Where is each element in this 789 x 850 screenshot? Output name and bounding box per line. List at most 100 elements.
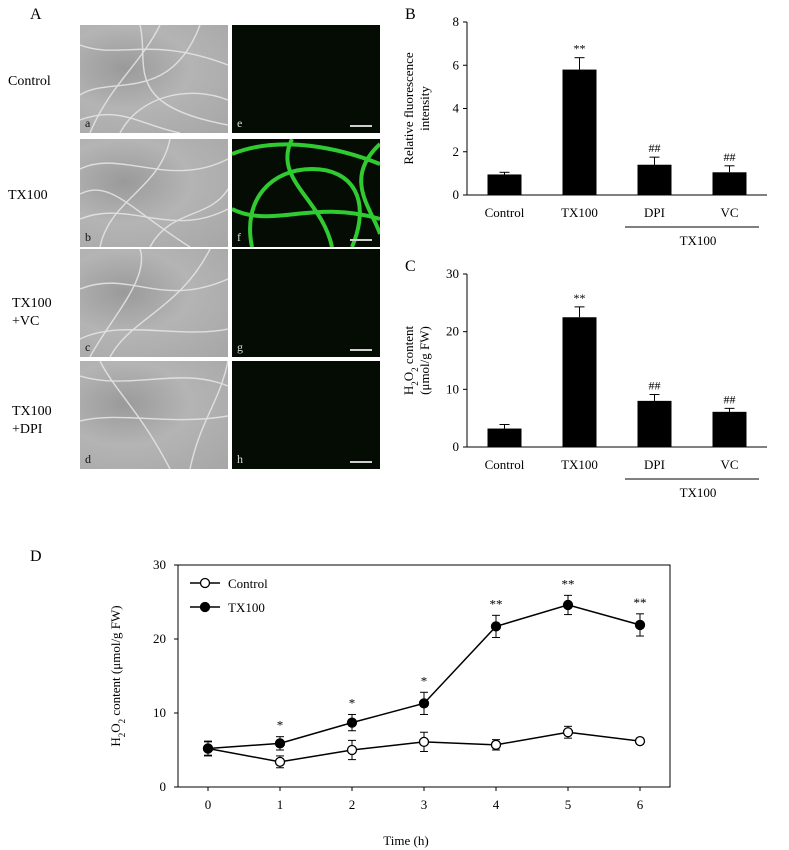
legend-marker <box>199 577 211 589</box>
y-tick-label: 0 <box>453 439 460 454</box>
y-tick-label: 0 <box>160 779 167 794</box>
micrograph-tag-a: a <box>85 116 91 130</box>
micrograph-brightfield-d: d <box>80 361 228 469</box>
y-axis-label: Relative fluorescence <box>401 52 416 164</box>
data-point <box>562 727 574 738</box>
x-tick-label: TX100 <box>561 205 598 220</box>
scale-bar <box>350 239 372 241</box>
micrograph-tag-h: h <box>237 452 243 466</box>
bar <box>562 69 597 195</box>
micrograph-brightfield-b: b <box>80 139 228 247</box>
row-label-tx100-vc: TX100 +VC <box>12 296 52 329</box>
bar <box>637 164 672 195</box>
x-axis-label: Time (h) <box>383 833 428 848</box>
x-tick-label: 4 <box>493 797 500 812</box>
bar <box>712 411 747 447</box>
scale-bar <box>350 125 372 127</box>
significance-label: ## <box>724 150 736 164</box>
micrograph-tag-b: b <box>85 230 91 244</box>
chart-c: 0102030Control**TX100##DPI##VCTX100H2O2 … <box>401 266 767 500</box>
x-tick-label: 2 <box>349 797 356 812</box>
y-tick-label: 20 <box>153 631 166 646</box>
micrograph-brightfield-c: c <box>80 249 228 357</box>
micrograph-tag-d: d <box>85 452 91 466</box>
data-point <box>346 717 358 728</box>
data-point <box>634 619 646 631</box>
y-axis-label: (μmol/g FW) <box>417 326 432 395</box>
data-point <box>418 698 430 709</box>
chart-d: 0 10 20 30 0 1 2 3 4 5 6 Time (h) H2O2 content (μmol… <box>108 557 671 848</box>
data-point <box>490 621 502 632</box>
x-tick-label: DPI <box>644 457 665 472</box>
bar <box>562 317 597 447</box>
bar <box>712 172 747 195</box>
data-point <box>418 736 430 748</box>
x-tick-label: 1 <box>277 797 284 812</box>
legend-label: TX100 <box>228 600 265 615</box>
x-tick-label: VC <box>720 205 738 220</box>
significance-label: ** <box>490 596 503 611</box>
panel-c-letter: C <box>405 258 416 275</box>
x-tick-label: Control <box>485 457 525 472</box>
bar <box>487 174 522 195</box>
micrograph-tag-f: f <box>237 230 241 244</box>
data-point <box>490 739 502 750</box>
significance-label: * <box>349 695 356 710</box>
panel-a-letter: A <box>30 6 42 23</box>
y-tick-label: 20 <box>446 324 459 339</box>
y-axis-label: intensity <box>417 86 432 131</box>
y-tick-label: 30 <box>153 557 166 572</box>
data-point <box>562 599 574 611</box>
significance-label: ** <box>634 595 647 610</box>
y-tick-label: 4 <box>453 101 460 116</box>
bar <box>637 400 672 447</box>
legend-marker <box>199 601 211 613</box>
data-point <box>634 735 646 747</box>
row-label-tx100-dpi: TX100 +DPI <box>12 404 52 437</box>
y-tick-label: 6 <box>453 57 460 72</box>
y-tick-label: 2 <box>453 144 460 159</box>
data-point <box>274 756 286 767</box>
micrograph-tag-e: e <box>237 116 243 130</box>
significance-label: ** <box>574 42 586 56</box>
significance-label: ** <box>574 291 586 305</box>
significance-label: ## <box>724 392 736 406</box>
scale-bar <box>350 461 372 463</box>
data-point <box>274 738 286 749</box>
significance-label: ## <box>649 379 661 393</box>
micrograph-fluorescence-h: h <box>232 361 380 469</box>
micrograph-fluorescence-f: f <box>232 139 380 247</box>
legend-label: Control <box>228 576 268 591</box>
x-tick-label: 3 <box>421 797 428 812</box>
panel-b-letter: B <box>405 6 416 23</box>
micrograph-brightfield-a: a <box>80 25 228 133</box>
data-point <box>346 744 358 756</box>
group-label: TX100 <box>680 485 717 500</box>
y-tick-label: 8 <box>453 14 460 29</box>
scale-bar <box>350 349 372 351</box>
group-label: TX100 <box>680 233 717 248</box>
x-tick-label: 5 <box>565 797 572 812</box>
x-tick-label: 0 <box>205 797 212 812</box>
micrograph-tag-c: c <box>85 340 91 354</box>
x-tick-label: 6 <box>637 797 644 812</box>
panel-d-letter: D <box>30 548 42 565</box>
y-tick-label: 10 <box>153 705 166 720</box>
chart-b: 02468Control**TX100##DPI##VCTX100Relativ… <box>401 14 767 248</box>
row-label-tx100: TX100 <box>8 188 48 203</box>
y-tick-label: 30 <box>446 266 459 281</box>
row-label-control: Control <box>8 74 51 89</box>
x-tick-label: DPI <box>644 205 665 220</box>
micrograph-fluorescence-g: g <box>232 249 380 357</box>
y-tick-label: 0 <box>453 187 460 202</box>
y-tick-label: 10 <box>446 381 459 396</box>
micrograph-tag-g: g <box>237 340 243 354</box>
significance-label: ## <box>649 141 661 155</box>
x-tick-label: VC <box>720 457 738 472</box>
bar <box>487 428 522 447</box>
significance-label: * <box>277 718 284 733</box>
y-axis-label: H2O2 content <box>401 325 420 395</box>
x-tick-label: TX100 <box>561 457 598 472</box>
data-point <box>202 743 214 754</box>
micrograph-fluorescence-e: e <box>232 25 380 133</box>
